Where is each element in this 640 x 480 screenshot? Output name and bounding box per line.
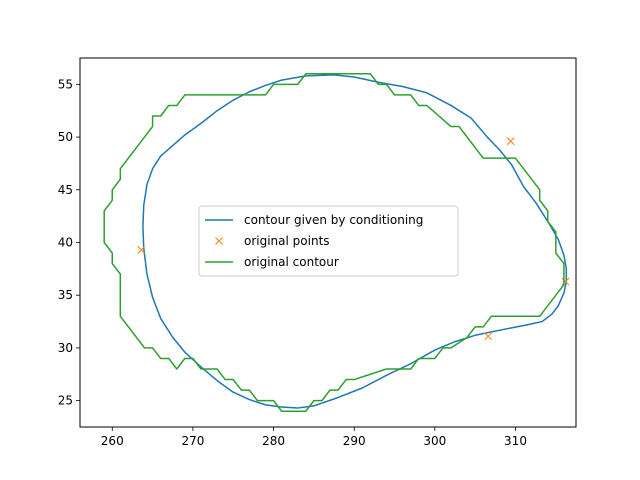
x-tick-label-0: 260 xyxy=(101,434,124,448)
series-line-0 xyxy=(142,74,568,409)
x-tick-label-4: 300 xyxy=(423,434,446,448)
y-tick-label-2: 35 xyxy=(58,288,73,302)
y-tick-label-3: 40 xyxy=(58,236,73,250)
y-tick-label-1: 30 xyxy=(58,341,73,355)
x-axis: 260 270 280 290 300 310 xyxy=(101,427,527,448)
y-tick-label-6: 55 xyxy=(58,77,73,91)
y-tick-label-0: 25 xyxy=(58,394,73,408)
plot-area xyxy=(103,73,570,412)
x-tick-label-5: 310 xyxy=(504,434,527,448)
legend: contour given by conditioning original po… xyxy=(198,205,459,277)
scatter-point-0 xyxy=(137,246,146,254)
legend-label-1: original points xyxy=(244,234,330,248)
x-tick-label-2: 280 xyxy=(262,434,285,448)
legend-label-0: contour given by conditioning xyxy=(244,213,423,227)
legend-box xyxy=(198,205,459,277)
legend-label-2: original contour xyxy=(244,255,339,269)
scatter-point-3 xyxy=(484,332,492,341)
series-line-2 xyxy=(103,73,565,412)
legend-handle-1 xyxy=(215,237,223,245)
x-tick-label-1: 270 xyxy=(181,434,204,448)
y-tick-label-4: 45 xyxy=(58,183,73,197)
scatter-point-1 xyxy=(506,137,515,146)
y-axis: 25 30 35 40 45 50 55 xyxy=(58,77,80,408)
x-tick-label-3: 290 xyxy=(343,434,366,448)
y-tick-label-5: 50 xyxy=(58,130,73,144)
